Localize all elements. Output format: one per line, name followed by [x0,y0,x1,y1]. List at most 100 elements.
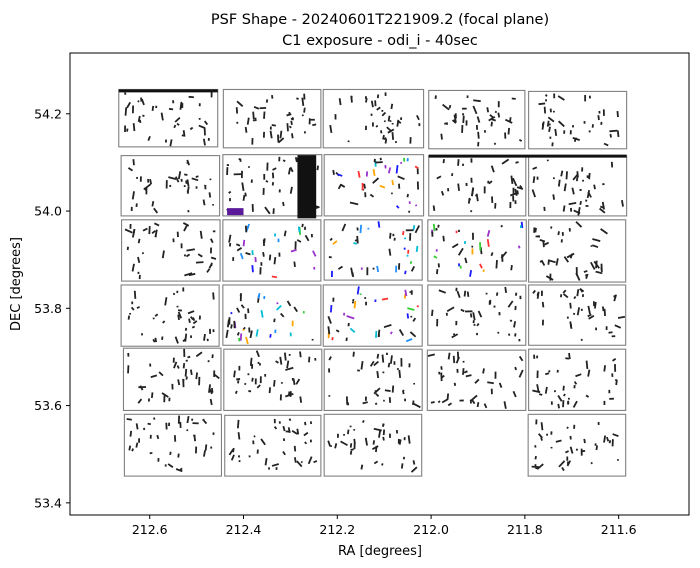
psf-whisker [363,183,366,189]
psf-whisker [402,389,405,393]
psf-whisker [451,119,457,124]
psf-whisker [474,378,480,384]
psf-whisker [531,189,536,198]
psf-whisker [575,221,583,228]
psf-whisker [301,97,305,107]
psf-whisker [575,373,582,378]
psf-whisker [451,243,459,249]
psf-whisker [137,256,141,263]
psf-whisker [583,438,586,444]
psf-whisker [433,255,438,259]
psf-whisker [128,445,132,451]
psf-whisker [338,98,342,106]
psf-whisker [137,115,141,122]
psf-whisker [192,317,196,322]
psf-whisker [124,107,128,116]
psf-whisker [588,172,591,180]
psf-whisker [373,460,379,465]
psf-whisker [236,100,244,107]
ccd-outline-21 [122,347,222,411]
psf-whisker [244,126,248,133]
psf-whisker [236,419,240,429]
psf-whisker [595,270,603,275]
psf-whisker [303,107,306,113]
psf-whisker [384,138,388,144]
psf-whisker [599,207,606,214]
psf-whisker [173,124,177,129]
psf-whisker [376,353,380,359]
psf-whisker [356,235,359,244]
psf-whisker [402,230,405,236]
psf-whisker [296,460,303,468]
psf-whisker [410,265,416,272]
psf-whisker [383,137,387,140]
psf-whisker [388,248,392,256]
psf-whisker [389,355,393,364]
ccd-outline-11 [121,219,221,282]
psf-whisker [373,427,382,432]
psf-whisker [255,350,260,358]
psf-whisker [568,202,577,206]
psf-whisker [398,329,404,336]
psf-whisker [410,466,418,473]
psf-whisker [150,392,154,399]
psf-whisker [412,225,416,231]
psf-whisker [236,378,241,381]
psf-whisker [296,239,302,243]
chart-title-line1: PSF Shape - 20240601T221909.2 (focal pla… [211,12,549,28]
psf-whisker [565,171,568,180]
psf-whisker [510,175,514,184]
chart-title-line2: C1 exposure - odi_i - 40sec [282,33,478,49]
psf-whisker [490,252,494,257]
psf-whisker [199,230,203,239]
psf-whisker [260,310,264,318]
psf-whisker [476,402,480,408]
psf-whisker [463,370,468,374]
psf-whisker [357,170,361,178]
psf-whisker [396,119,400,127]
psf-whisker [312,123,317,127]
psf-whisker [369,360,375,367]
psf-whisker [456,290,461,299]
psf-whisker [608,440,612,444]
psf-whisker [252,111,255,120]
psf-whisker [354,239,358,242]
psf-whisker [142,227,148,232]
psf-whisker [446,393,450,400]
psf-whisker [188,272,196,277]
psf-whisker [615,379,618,386]
ccd-outline-20 [528,284,627,346]
psf-whisker [202,418,205,422]
psf-whisker [133,290,137,299]
psf-whisker [412,460,416,465]
psf-whisker [504,286,508,294]
psf-whisker [507,127,510,135]
psf-whisker [312,250,317,257]
psf-whisker [609,129,618,133]
psf-whisker [572,312,576,316]
psf-whisker [430,401,435,404]
psf-whisker [495,260,498,269]
psf-whisker [457,159,460,166]
psf-whisker [290,249,297,253]
psf-whisker [558,460,566,468]
psf-whisker [459,265,462,269]
psf-whisker [453,114,457,123]
psf-whisker [327,316,332,324]
psf-whisker [183,225,188,232]
psf-whisker [512,177,518,187]
psf-whisker [151,105,155,112]
psf-whisker [169,451,172,456]
psf-whisker [404,289,408,297]
psf-whisker [597,115,600,121]
psf-whisker [375,124,379,128]
psf-whisker [569,302,572,309]
psf-whisker [608,331,613,334]
psf-whisker [161,250,165,259]
psf-whisker [576,289,580,297]
psf-whisker [245,252,251,256]
ccd-outline-23 [323,348,423,411]
psf-whisker [376,265,380,273]
psf-whisker [340,440,348,447]
psf-whisker [514,366,517,371]
